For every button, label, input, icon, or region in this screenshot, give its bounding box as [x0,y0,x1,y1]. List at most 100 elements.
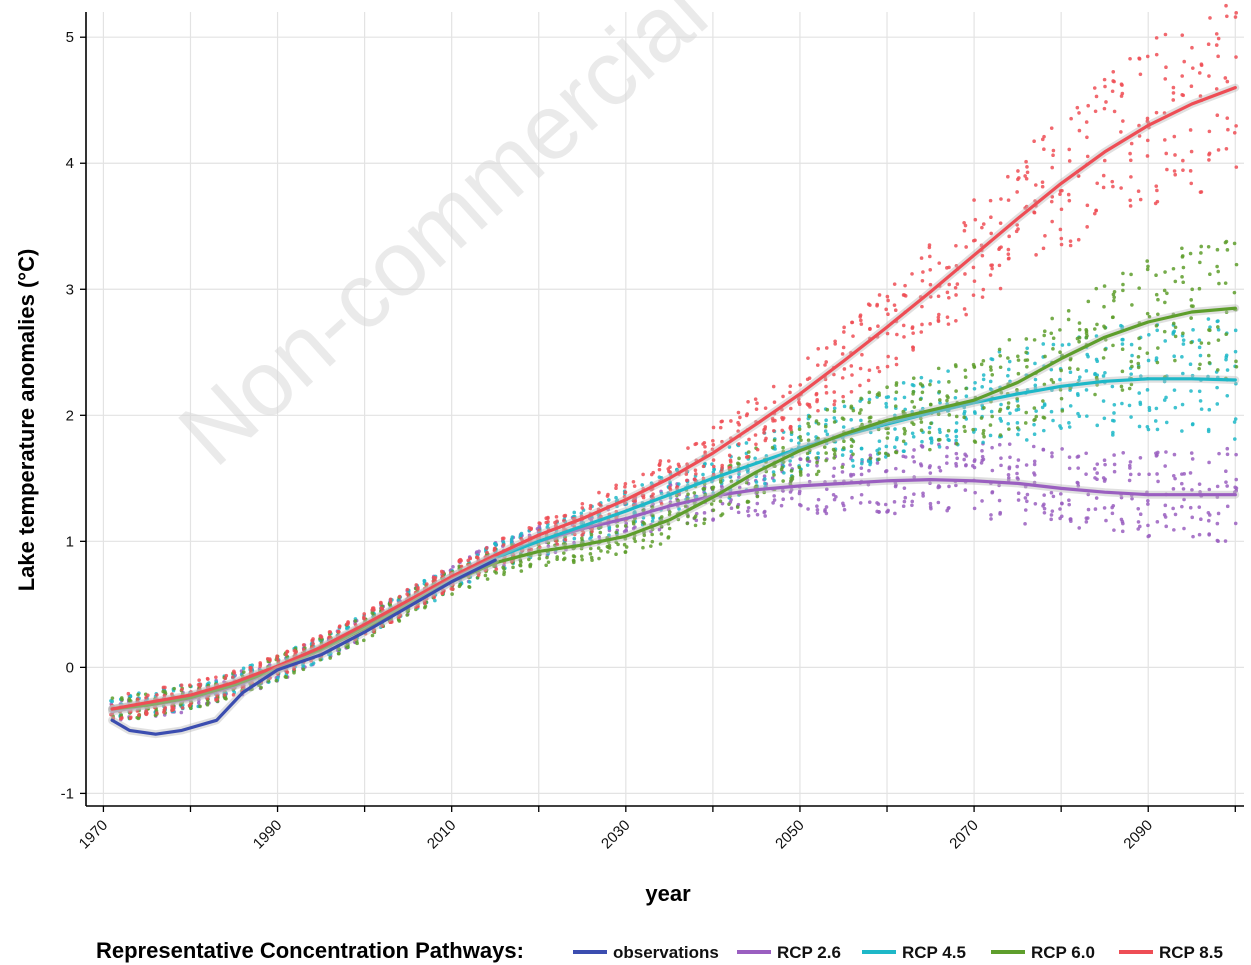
data-point [1049,331,1054,336]
data-point [842,439,846,444]
data-point [781,445,785,450]
data-point [292,667,296,671]
legend: observations RCP 2.6 RCP 4.5 RCP 6.0 RCP 8.5 [573,943,1223,962]
data-point [1171,506,1175,511]
data-point [876,324,880,328]
data-point [875,501,879,505]
x-axis-ticks: 1970 1990 2010 2030 2050 2070 2090 [76,806,1236,852]
data-point [920,444,925,449]
data-point [1016,177,1020,182]
data-point [580,557,584,562]
data-point [1127,403,1132,408]
data-point [1225,14,1229,19]
data-point [703,493,708,497]
data-point [1042,329,1047,333]
data-point [650,527,655,532]
data-point [797,417,801,422]
data-point [1120,91,1125,96]
data-point [301,643,306,647]
data-point [1094,334,1099,338]
data-point [788,463,792,467]
data-point [901,449,906,453]
data-point [728,475,733,479]
data-point [798,457,803,462]
data-point [832,406,837,411]
data-point [972,365,977,369]
data-point [1049,409,1054,414]
data-point [782,471,786,475]
data-point [919,420,924,424]
data-point [1138,400,1143,405]
data-point [599,549,603,553]
y-tick-label: -1 [61,785,74,802]
data-point [440,574,445,579]
data-point [675,468,679,473]
data-point [1155,427,1160,432]
data-point [718,477,723,482]
data-point [886,431,890,435]
data-point [1112,453,1116,457]
data-point [876,427,881,432]
data-point [1060,447,1064,451]
data-point [1128,204,1133,208]
data-point [641,472,645,477]
data-point [1016,371,1021,376]
data-point [241,666,246,671]
data-point [971,293,976,297]
data-point [467,585,471,589]
data-point [538,521,542,526]
data-point [912,475,916,479]
data-point [806,356,810,360]
data-point [274,678,279,683]
data-point [805,402,810,406]
data-point [1095,359,1100,364]
data-point [1077,321,1082,325]
data-point [1224,332,1229,337]
data-point [666,459,671,463]
data-point [980,454,985,459]
data-point [1119,186,1123,190]
data-point [711,518,715,522]
data-point [893,445,897,450]
data-point [457,558,462,563]
data-point [859,396,863,401]
data-point [823,508,827,512]
data-point [789,438,794,443]
data-point [1025,346,1029,351]
data-point [797,465,802,470]
data-point [1189,84,1194,89]
data-point [458,582,463,587]
data-point [945,461,949,465]
data-point [196,682,201,687]
data-point [779,503,784,508]
data-point [963,429,967,434]
data-point [911,331,915,335]
data-point [902,486,907,490]
data-point [163,685,167,690]
data-point [353,619,358,623]
data-point [851,408,856,413]
data-point [842,367,847,371]
data-point [579,554,584,559]
data-point [459,564,464,569]
data-point [973,217,978,222]
data-point [860,457,864,462]
data-point [1041,415,1046,420]
data-point [999,456,1003,460]
data-point [666,536,671,540]
data-point [988,423,993,427]
data-point [1173,325,1178,330]
data-point [763,481,767,486]
data-point [1059,207,1064,212]
data-point [1015,421,1020,425]
data-point [684,472,689,476]
data-point [1015,354,1020,359]
data-point [895,436,899,440]
data-point [466,563,471,567]
data-point [744,441,749,445]
data-point [205,676,210,681]
data-point [973,490,977,495]
x-axis-title: year [645,881,691,906]
data-point [693,468,698,473]
data-point [807,479,812,484]
